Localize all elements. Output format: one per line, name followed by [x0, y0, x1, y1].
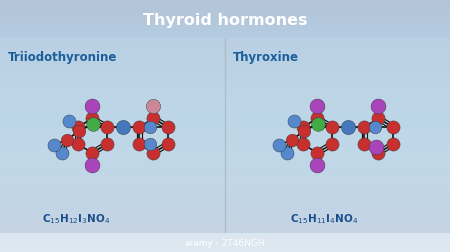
Point	[288, 138, 296, 142]
Point	[164, 143, 171, 147]
Text: Triiodothyronine: Triiodothyronine	[8, 51, 117, 64]
Text: alamy - 2T46NGH: alamy - 2T46NGH	[185, 238, 265, 247]
Point	[375, 117, 382, 121]
Point	[314, 164, 321, 168]
Point	[74, 143, 81, 147]
Point	[299, 125, 306, 130]
Point	[314, 117, 321, 121]
Point	[360, 125, 368, 130]
Point	[360, 143, 368, 147]
Point	[389, 125, 396, 130]
Point	[63, 138, 71, 142]
Point	[51, 143, 58, 147]
Point	[314, 151, 321, 155]
Point	[89, 105, 96, 109]
Point	[103, 125, 110, 130]
Point	[135, 125, 143, 130]
Point	[150, 117, 157, 121]
Text: Thyroxine: Thyroxine	[233, 51, 299, 64]
Point	[89, 164, 96, 168]
Point	[74, 125, 81, 130]
Point	[135, 143, 143, 147]
Point	[150, 151, 157, 155]
Point	[315, 123, 322, 127]
Point	[375, 105, 382, 109]
Point	[103, 143, 110, 147]
Point	[164, 125, 171, 130]
Point	[65, 119, 72, 123]
Point	[147, 125, 154, 130]
Point	[290, 119, 297, 123]
Point	[328, 125, 335, 130]
Point	[276, 143, 283, 147]
Point	[89, 117, 96, 121]
Point	[372, 125, 379, 130]
Text: C$_{15}$H$_{12}$I$_{3}$NO$_{4}$: C$_{15}$H$_{12}$I$_{3}$NO$_{4}$	[42, 211, 111, 225]
Point	[283, 151, 290, 155]
Point	[150, 105, 157, 109]
Point	[328, 143, 335, 147]
Point	[75, 129, 82, 133]
Point	[90, 123, 97, 127]
Text: C$_{15}$H$_{11}$I$_{4}$NO$_{4}$: C$_{15}$H$_{11}$I$_{4}$NO$_{4}$	[290, 211, 358, 225]
Point	[389, 143, 396, 147]
Point	[314, 105, 321, 109]
Point	[58, 151, 65, 155]
Point	[344, 125, 351, 130]
Point	[299, 143, 306, 147]
Point	[373, 145, 380, 149]
Point	[89, 151, 96, 155]
Text: Thyroid hormones: Thyroid hormones	[143, 13, 307, 28]
Point	[147, 143, 154, 147]
Point	[375, 151, 382, 155]
Point	[119, 125, 126, 130]
Point	[300, 129, 307, 133]
